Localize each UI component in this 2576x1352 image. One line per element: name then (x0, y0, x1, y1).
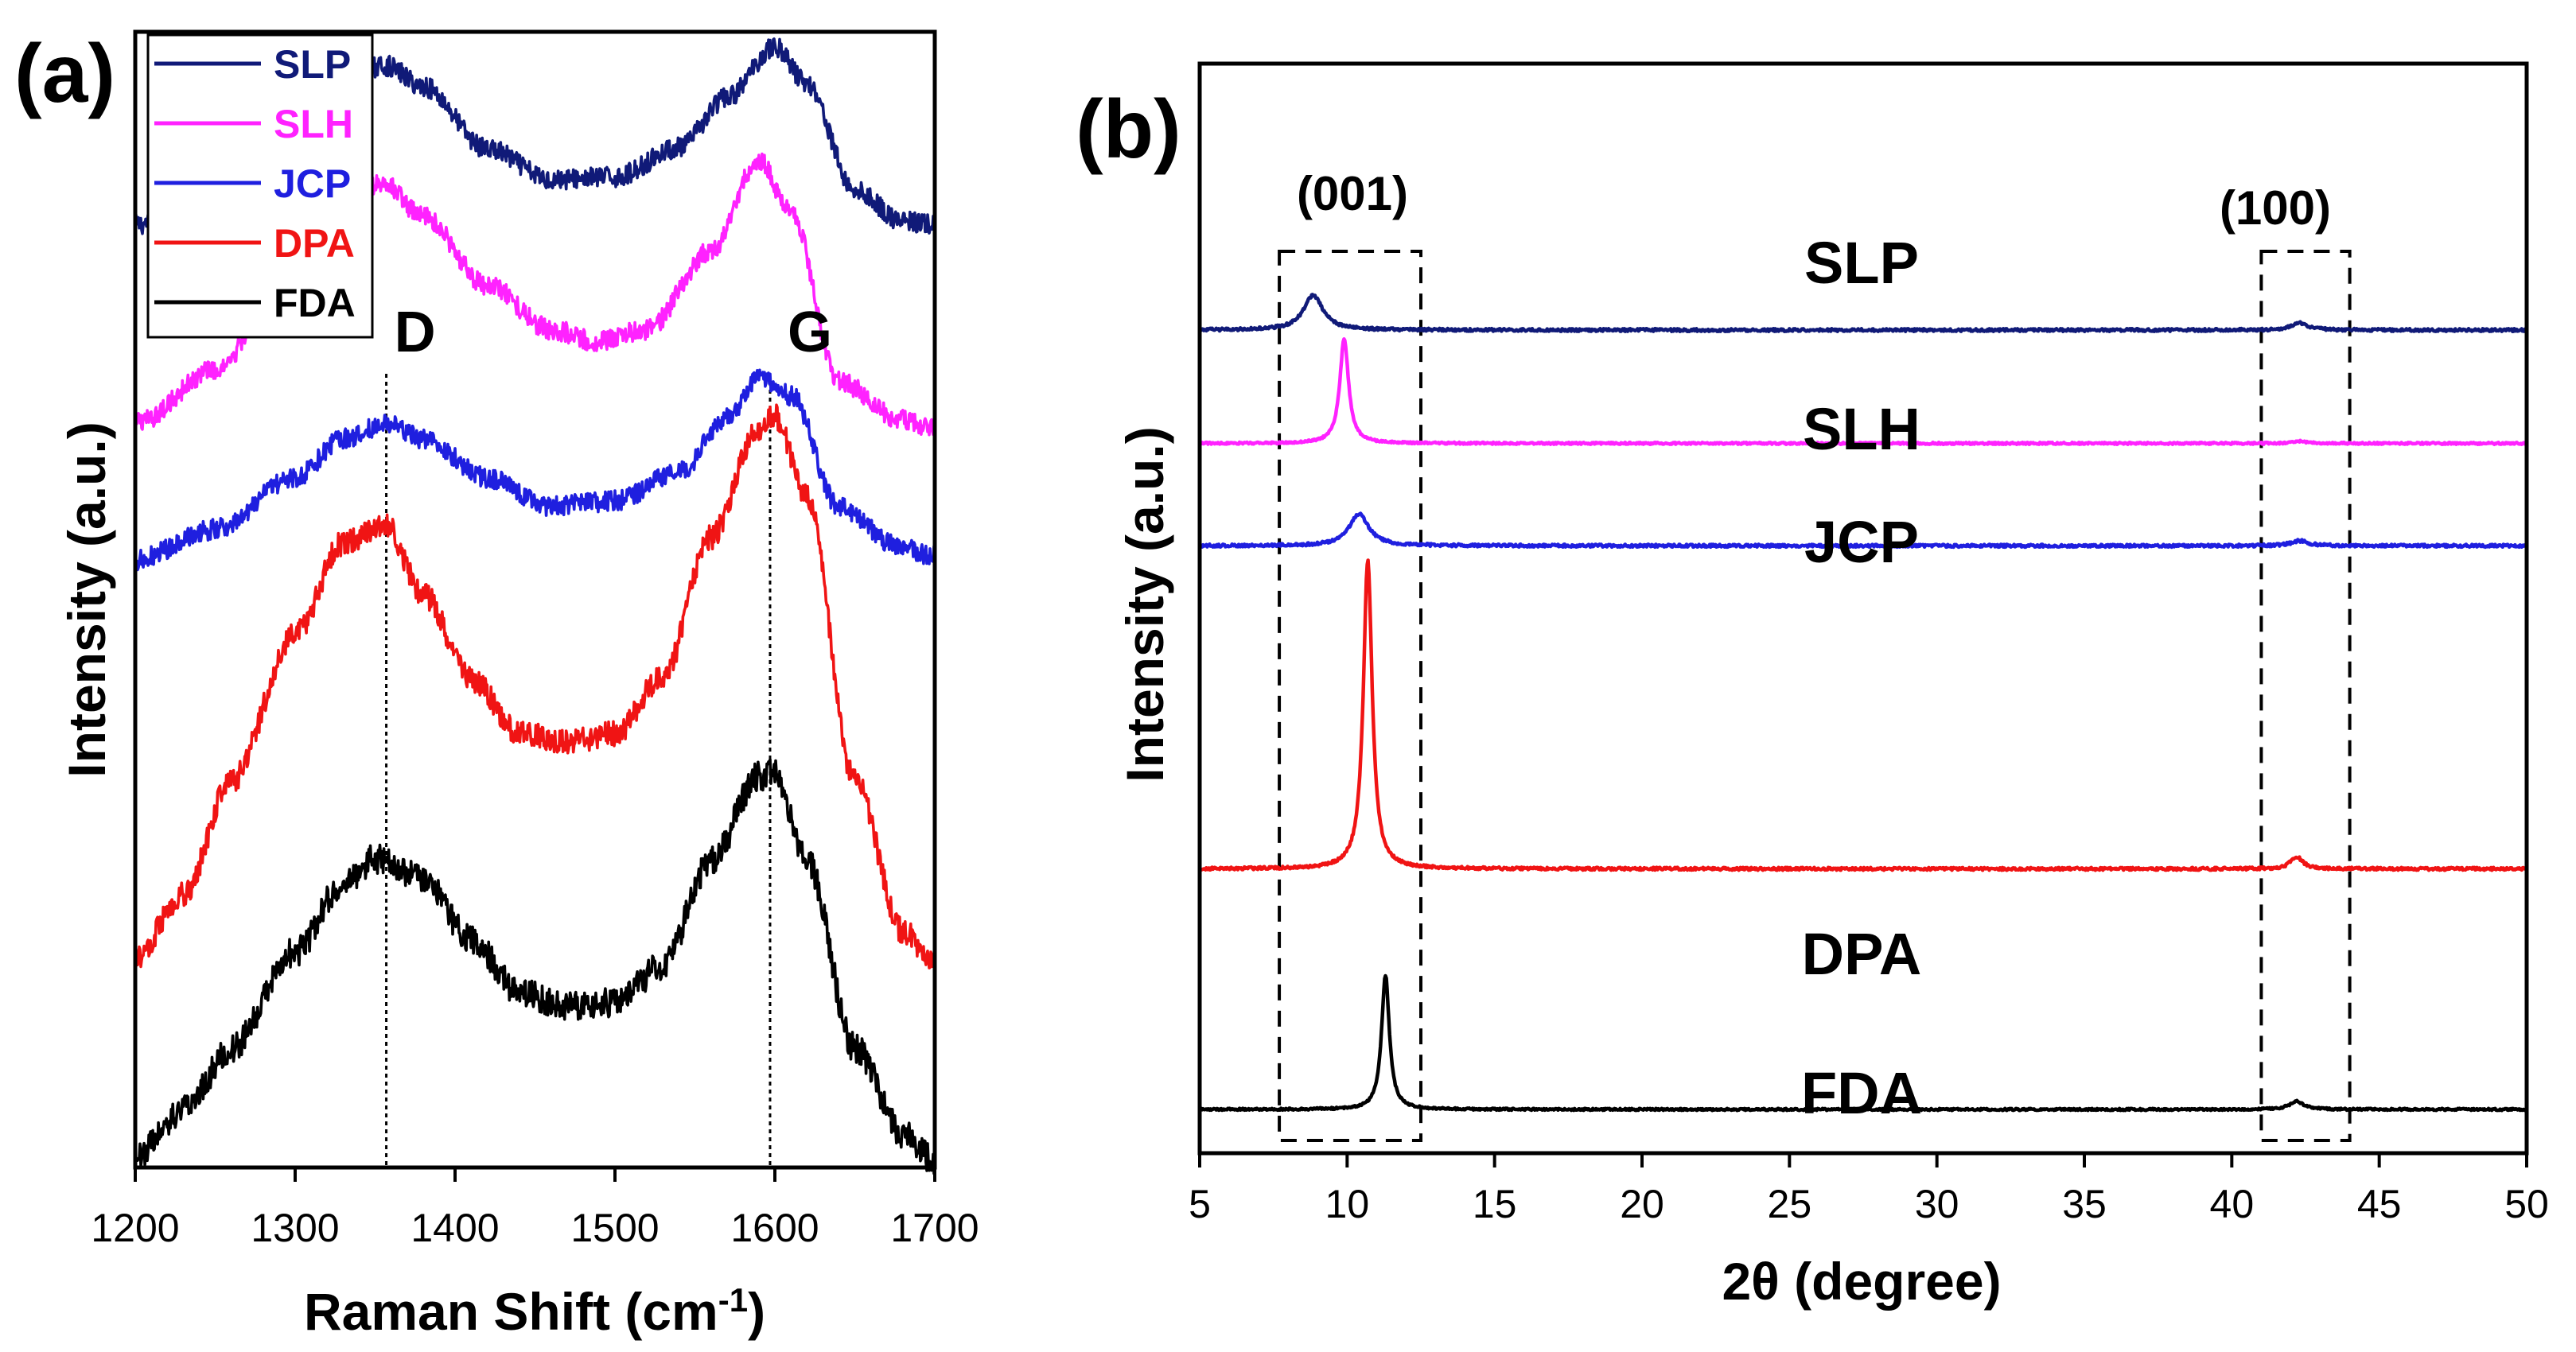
raman-x-tick-label-1500: 1500 (570, 1206, 659, 1250)
raman-trace-jcp (134, 368, 936, 572)
plane-box-001 (1278, 250, 1422, 1142)
raman-x-tick-label-1400: 1400 (411, 1206, 499, 1250)
xrd-plot-frame (1197, 61, 2529, 1156)
xrd-x-tick-label-40: 40 (2210, 1182, 2255, 1226)
legend-label-slp: SLP (274, 42, 351, 87)
xrd-x-axis-title: 2θ (degree) (1722, 1252, 2001, 1311)
xrd-series-label-slh: SLH (1803, 396, 1920, 462)
xrd-panel-label: (b) (1076, 84, 1181, 176)
raman-x-tick-label-1300: 1300 (251, 1206, 339, 1250)
raman-panel-label: (a) (14, 28, 115, 120)
xrd-traces (1197, 293, 2528, 1113)
raman-x-tick-label-1200: 1200 (91, 1206, 179, 1250)
xrd-series-labels: SLP SLH JCP DPA FDA (1801, 230, 1922, 1126)
xrd-y-axis-title: Intensity (a.u.) (1115, 426, 1174, 782)
xrd-series-label-fda: FDA (1801, 1060, 1922, 1126)
raman-peak-marker-lines (385, 374, 772, 1167)
xrd-x-tick-label-5: 5 (1189, 1182, 1211, 1226)
raman-trace-fda (134, 758, 936, 1175)
xrd-trace-slp (1197, 293, 2528, 333)
xrd-x-tick-label-30: 30 (1915, 1182, 1959, 1226)
raman-x-axis-title: Raman Shift (cm-1) (304, 1281, 765, 1342)
plane-box-100 (2259, 250, 2352, 1142)
plane-label-001: (001) (1297, 167, 1408, 220)
peak-label-d: D (395, 301, 436, 364)
raman-x-ticks: 1200 1300 1400 1500 1600 1700 (91, 1167, 979, 1250)
xrd-x-ticks: 5 10 15 20 25 30 35 40 45 50 (1189, 1153, 2549, 1226)
xrd-x-tick-label-50: 50 (2504, 1182, 2549, 1226)
raman-x-tick-label-1700: 1700 (890, 1206, 979, 1250)
raman-legend: SLP SLH JCP DPA FDA (146, 33, 374, 339)
xrd-trace-dpa (1198, 558, 2528, 872)
xrd-series-label-jcp: JCP (1804, 509, 1919, 575)
legend-label-slh: SLH (274, 102, 353, 146)
raman-plot-frame (133, 29, 937, 1170)
raman-x-tick-label-1600: 1600 (730, 1206, 819, 1250)
xrd-x-tick-label-20: 20 (1620, 1182, 1664, 1226)
xrd-x-tick-label-15: 15 (1473, 1182, 1517, 1226)
xrd-x-tick-label-10: 10 (1325, 1182, 1370, 1226)
xrd-trace-slh (1198, 337, 2528, 446)
raman-trace-dpa (134, 403, 936, 969)
xrd-x-tick-label-25: 25 (1768, 1182, 1812, 1226)
legend-label-dpa: DPA (274, 221, 355, 266)
xrd-series-label-dpa: DPA (1802, 921, 1922, 987)
plane-label-100: (100) (2220, 181, 2331, 235)
raman-y-axis-title: Intensity (a.u.) (57, 422, 116, 777)
raman-legend-box (146, 33, 374, 339)
xrd-series-label-slp: SLP (1804, 230, 1919, 296)
legend-label-jcp: JCP (274, 161, 351, 206)
xrd-x-tick-label-45: 45 (2357, 1182, 2402, 1226)
legend-label-fda: FDA (274, 281, 356, 325)
xrd-x-tick-label-35: 35 (2062, 1182, 2107, 1226)
peak-label-g: G (788, 301, 832, 364)
xrd-plane-boxes: (001) (100) (1278, 167, 2352, 1142)
xrd-trace-fda (1198, 973, 2528, 1113)
xrd-trace-jcp (1198, 511, 2528, 550)
xrd-panel: (b) (001) (100) SLP SLH JCP DPA FDA 5 10 15 20 25… (1076, 61, 2549, 1311)
